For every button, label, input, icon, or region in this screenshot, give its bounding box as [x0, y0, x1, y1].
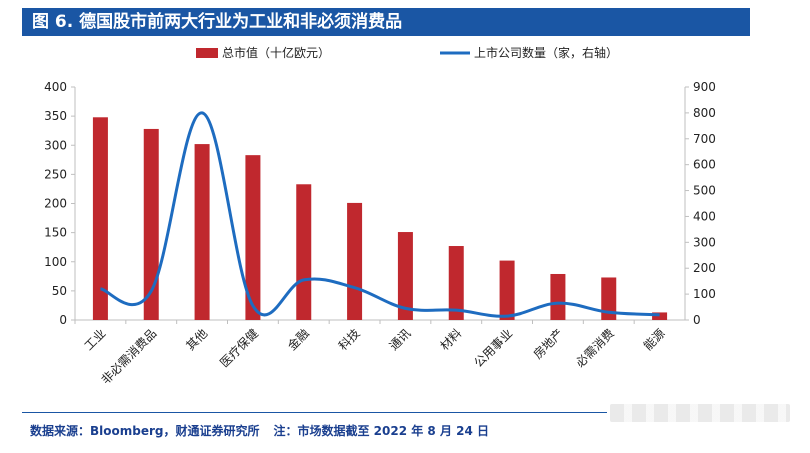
- x-tick-label: 科技: [336, 326, 363, 353]
- legend: 总市值（十亿欧元） 上市公司数量（家，右轴）: [196, 45, 618, 60]
- x-tick-label: 通讯: [387, 326, 414, 353]
- x-tick-label: 工业: [82, 326, 109, 353]
- legend-bar-label: 总市值（十亿欧元）: [222, 45, 330, 60]
- y-right-tick-label: 200: [693, 261, 716, 275]
- x-tick-label: 金融: [284, 326, 312, 354]
- bar-8: [448, 246, 464, 320]
- y-right-tick-label: 0: [693, 313, 701, 327]
- y-left-tick-label: 350: [44, 109, 67, 123]
- y-right-tick-label: 900: [693, 80, 716, 94]
- legend-bar-swatch: [196, 48, 218, 58]
- bar-5: [296, 184, 312, 320]
- y-left-tick-label: 100: [44, 255, 67, 269]
- axes: 0 50 100 150 200 250 300 350 400 0 100 200 300 400 500…: [44, 80, 716, 327]
- bar-3: [194, 144, 210, 320]
- x-tick-label: 材料: [437, 326, 464, 353]
- bar-7: [397, 232, 413, 320]
- y-right-tick-label: 700: [693, 132, 716, 146]
- line-series-path: [99, 111, 660, 318]
- y-left-tick-label: 400: [44, 80, 67, 94]
- line-series: [99, 111, 660, 318]
- y-right-tick-label: 100: [693, 287, 716, 301]
- watermark: [610, 404, 790, 422]
- y-right-tick-label: 500: [693, 184, 716, 198]
- bar-4: [245, 155, 261, 320]
- x-tick-label: 公用事业: [471, 326, 515, 370]
- y-left-tick-label: 0: [59, 313, 67, 327]
- bar-1: [92, 117, 108, 320]
- x-tick-label: 能源: [641, 326, 668, 353]
- y-left-tick-label: 50: [52, 284, 67, 298]
- x-tick-label: 医疗保健: [217, 326, 261, 370]
- bar-2: [143, 128, 159, 320]
- bars: [92, 117, 668, 320]
- bar-12: [652, 312, 668, 320]
- y-right-tick-label: 400: [693, 209, 716, 223]
- x-tick-label: 房地产: [530, 326, 566, 362]
- y-left-tick-label: 200: [44, 197, 67, 211]
- source-note: 数据来源：Bloomberg，财通证券研究所 注：市场数据截至 2022 年 8 …: [30, 422, 503, 439]
- y-left-tick-label: 300: [44, 138, 67, 152]
- y-right-tick-label: 300: [693, 235, 716, 249]
- x-tick-label: 其他: [183, 326, 210, 353]
- y-right-tick-label: 600: [693, 158, 716, 172]
- legend-line-label: 上市公司数量（家，右轴）: [474, 45, 618, 60]
- bar-11: [601, 277, 617, 320]
- x-tick-label: 必需消费: [573, 326, 617, 370]
- source-text: 数据来源：Bloomberg，财通证券研究所: [30, 424, 260, 438]
- bar-6: [347, 202, 363, 320]
- y-right-tick-label: 800: [693, 106, 716, 120]
- y-left-tick-label: 150: [44, 226, 67, 240]
- footer-divider: [22, 412, 607, 413]
- figure-title: 图 6. 德国股市前两大行业为工业和非必须消费品: [22, 8, 750, 36]
- note-text: 注：市场数据截至 2022 年 8 月 24 日: [273, 424, 490, 438]
- bar-10: [550, 273, 566, 320]
- bar-9: [499, 260, 515, 320]
- y-left-tick-label: 250: [44, 167, 67, 181]
